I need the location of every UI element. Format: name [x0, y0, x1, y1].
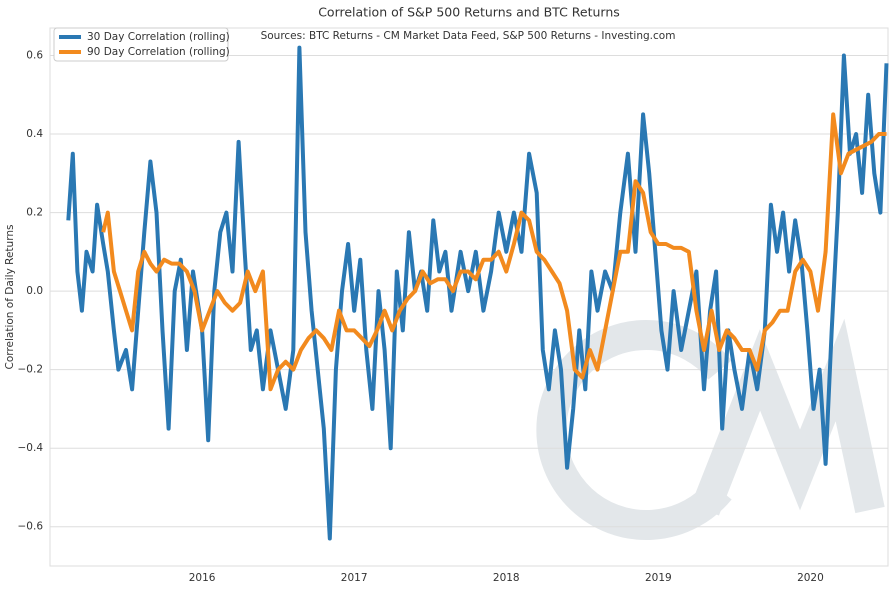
- y-tick-label: 0.0: [26, 285, 43, 297]
- legend-box: [53, 27, 229, 62]
- y-tick-label: −0.4: [18, 442, 44, 454]
- y-tick-label: −0.6: [18, 521, 44, 533]
- legend-label: 90 Day Correlation (rolling): [87, 46, 230, 58]
- x-tick-label: 2019: [645, 572, 672, 584]
- legend-label: 30 Day Correlation (rolling): [87, 31, 230, 43]
- y-tick-label: −0.2: [18, 364, 44, 376]
- x-tick-label: 2017: [341, 572, 368, 584]
- y-axis-label: Correlation of Daily Returns: [4, 225, 16, 370]
- chart-title: Correlation of S&P 500 Returns and BTC R…: [318, 5, 620, 20]
- series-line: [66, 45, 889, 541]
- watermark-c: [536, 320, 732, 540]
- y-tick-label: 0.4: [26, 128, 43, 140]
- legend: 30 Day Correlation (rolling) 90 Day Corre…: [53, 27, 230, 62]
- watermark-m: [691, 318, 885, 516]
- x-tick-label: 2016: [189, 572, 216, 584]
- x-tick-label: 2020: [797, 572, 824, 584]
- annotation: Sources: BTC Returns - CM Market Data Fe…: [261, 30, 676, 42]
- y-tick-label: 0.6: [26, 49, 43, 61]
- watermark: [536, 318, 885, 540]
- y-tick-label: 0.2: [26, 207, 43, 219]
- x-tick-label: 2018: [493, 572, 520, 584]
- lines: [66, 45, 889, 541]
- series-line: [101, 112, 887, 392]
